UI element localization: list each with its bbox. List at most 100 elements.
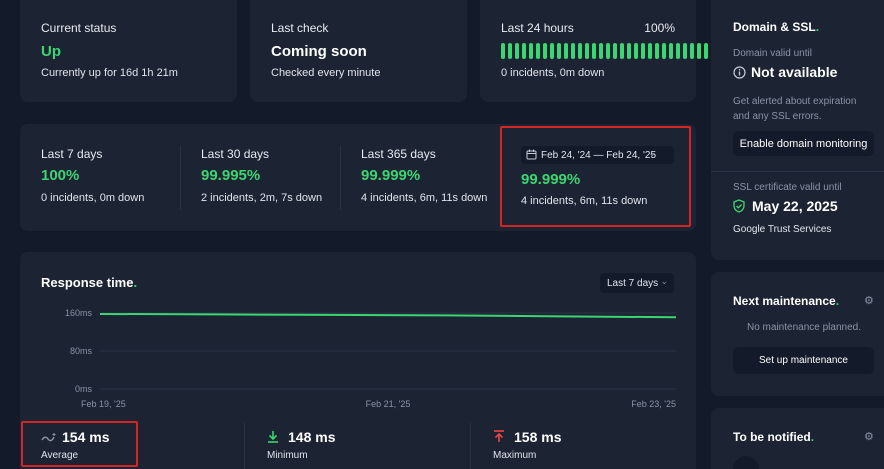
- uptime-bar: [515, 43, 519, 59]
- stat-label: Maximum: [493, 450, 537, 461]
- domain-alert-text: and any SSL errors.: [733, 111, 822, 122]
- response-line: [99, 312, 677, 319]
- uptime-bar: [529, 43, 533, 59]
- calendar-icon: [526, 149, 537, 163]
- uptime-bar: [508, 43, 512, 59]
- notify-title: To be notified.: [733, 430, 815, 444]
- range-select-label: Last 7 days: [607, 277, 659, 289]
- divider: [470, 423, 471, 469]
- uptime-bar: [578, 43, 582, 59]
- stat-label: Minimum: [267, 450, 308, 461]
- uptime-bar: [697, 43, 701, 59]
- range-select[interactable]: Last 7 days ⌄: [600, 273, 674, 293]
- uptime-bar: [662, 43, 666, 59]
- y-tick-label: 0ms: [75, 384, 93, 394]
- period-value: 99.999%: [361, 167, 421, 184]
- gear-icon[interactable]: ⚙: [864, 295, 874, 307]
- uptime-bar: [669, 43, 673, 59]
- custom-period-sub: 4 incidents, 6m, 11s down: [521, 195, 648, 207]
- x-tick-label: Feb 19, '25: [81, 399, 126, 409]
- uptime-bar: [683, 43, 687, 59]
- divider: [244, 423, 245, 469]
- response-title: Response time.: [41, 275, 138, 290]
- uptime-bar: [676, 43, 680, 59]
- last-check-card: Last check Coming soon Checked every min…: [250, 0, 467, 102]
- uptime-bar: [606, 43, 610, 59]
- gear-icon[interactable]: ⚙: [864, 431, 874, 443]
- stat-label: Average: [41, 450, 79, 461]
- domain-alert-text: Get alerted about expiration: [733, 96, 857, 107]
- period-value: 99.995%: [201, 167, 261, 184]
- maintenance-empty: No maintenance planned.: [747, 322, 861, 333]
- last-check-sub: Checked every minute: [271, 67, 381, 79]
- stat-value: 148 ms: [288, 429, 336, 445]
- last-24h-sub: 0 incidents, 0m down: [501, 67, 605, 79]
- x-tick-label: Feb 21, '25: [366, 399, 411, 409]
- info-icon: [733, 66, 746, 84]
- uptime-bar: [613, 43, 617, 59]
- domain-title: Domain & SSL.: [733, 20, 820, 34]
- uptime-bar: [571, 43, 575, 59]
- ssl-issuer: Google Trust Services: [733, 224, 832, 235]
- arrow-down-icon: [267, 430, 279, 448]
- uptime-bar: [543, 43, 547, 59]
- arrow-up-icon: [493, 430, 505, 448]
- stat-value: 154 ms: [62, 429, 110, 445]
- period-stats-card: Last 7 days 100% 0 incidents, 0m down La…: [20, 124, 696, 231]
- uptime-bar: [655, 43, 659, 59]
- period-sub: 4 incidents, 6m, 11s down: [361, 192, 488, 204]
- period-sub: 0 incidents, 0m down: [41, 192, 145, 204]
- divider: [340, 146, 341, 210]
- last-check-value: Coming soon: [271, 43, 367, 60]
- uptime-bar: [648, 43, 652, 59]
- period-label: Last 30 days: [201, 147, 270, 161]
- domain-ssl-card: Domain & SSL. Domain valid until Not ava…: [711, 0, 884, 260]
- uptime-bar: [641, 43, 645, 59]
- response-chart: 160ms 80ms 0ms Feb 19, '25 Feb 21, '25 Feb 23…: [65, 308, 677, 409]
- current-status-label: Current status: [41, 21, 117, 35]
- last-24h-label: Last 24 hours: [501, 21, 574, 35]
- uptime-bar: [564, 43, 568, 59]
- uptime-bar: [522, 43, 526, 59]
- uptime-bar: [627, 43, 631, 59]
- period-label: Last 365 days: [361, 147, 436, 161]
- stat-value: 158 ms: [514, 429, 562, 445]
- uptime-bar: [550, 43, 554, 59]
- uptime-bar: [536, 43, 540, 59]
- enable-domain-monitoring-button[interactable]: Enable domain monitoring: [733, 131, 874, 156]
- period-label: Last 7 days: [41, 147, 103, 161]
- maintenance-title: Next maintenance.: [733, 294, 840, 308]
- uptime-bar: [634, 43, 638, 59]
- shield-check-icon: [733, 199, 745, 218]
- uptime-bar: [592, 43, 596, 59]
- domain-valid-value: Not available: [751, 64, 838, 80]
- period-sub: 2 incidents, 2m, 7s down: [201, 192, 323, 204]
- last-24h-card: Last 24 hours 100% 0 incidents, 0m down: [480, 0, 708, 102]
- highlight-box: [500, 126, 691, 227]
- domain-valid-label: Domain valid until: [733, 48, 812, 59]
- set-up-maintenance-button[interactable]: Set up maintenance: [733, 347, 874, 374]
- date-range-label: Feb 24, '24 — Feb 24, '25: [541, 149, 656, 161]
- uptime-bars: [501, 43, 708, 59]
- avatar: [733, 456, 759, 469]
- y-tick-label: 160ms: [65, 308, 93, 318]
- highlight-box: [21, 421, 138, 467]
- uptime-bar: [704, 43, 708, 59]
- x-tick-label: Feb 23, '25: [631, 399, 676, 409]
- ssl-value: May 22, 2025: [752, 198, 838, 214]
- trend-icon: [41, 431, 57, 449]
- last-check-label: Last check: [271, 21, 329, 35]
- ssl-label: SSL certificate valid until: [733, 182, 842, 193]
- uptime-bar: [620, 43, 624, 59]
- chevron-down-icon: ⌄: [648, 148, 656, 158]
- maintenance-card: Next maintenance. ⚙ No maintenance plann…: [711, 272, 884, 396]
- date-range-picker[interactable]: Feb 24, '24 — Feb 24, '25 ⌄: [521, 146, 674, 164]
- period-value: 100%: [41, 167, 80, 184]
- current-status-sub: Currently up for 16d 1h 21m: [41, 67, 178, 79]
- uptime-bar: [690, 43, 694, 59]
- uptime-bar: [501, 43, 505, 59]
- y-tick-label: 80ms: [70, 346, 93, 356]
- notify-card: To be notified. ⚙: [711, 408, 884, 469]
- current-status-card: Current status Up Currently up for 16d 1…: [20, 0, 237, 102]
- uptime-bar: [557, 43, 561, 59]
